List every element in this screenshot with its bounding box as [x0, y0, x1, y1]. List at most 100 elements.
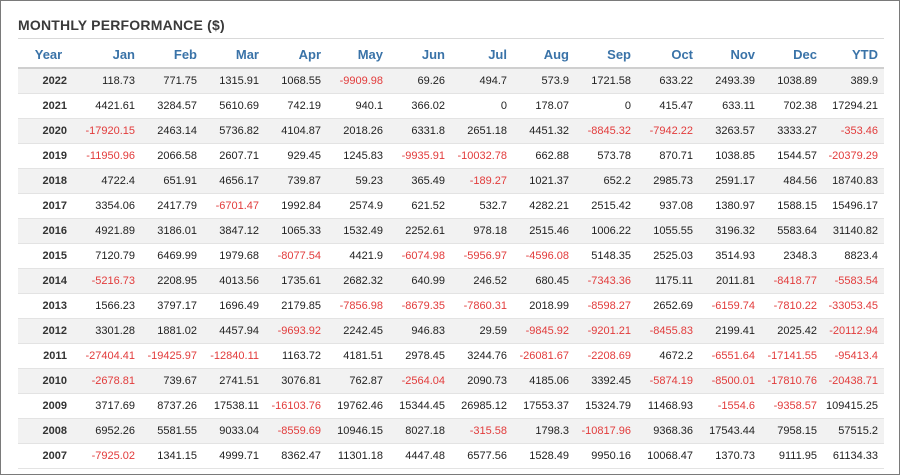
value-cell: 1881.02: [141, 318, 203, 344]
value-cell: 15344.45: [389, 393, 451, 419]
value-cell: -8598.27: [575, 293, 637, 319]
value-cell: 2682.32: [327, 268, 389, 294]
value-cell: 1370.73: [699, 443, 761, 469]
value-cell: 742.19: [265, 93, 327, 119]
value-cell: 2199.41: [699, 318, 761, 344]
value-cell: 2515.46: [513, 218, 575, 244]
value-cell: -1554.6: [699, 393, 761, 419]
value-cell: 2018.26: [327, 118, 389, 144]
value-cell: -8845.32: [575, 118, 637, 144]
value-cell: 680.45: [513, 268, 575, 294]
year-cell: 2017: [18, 193, 79, 219]
value-cell: 2242.45: [327, 318, 389, 344]
value-cell: -27404.41: [79, 343, 141, 369]
value-cell: 3186.01: [141, 218, 203, 244]
value-cell: -6159.74: [699, 293, 761, 319]
value-cell: 3196.32: [699, 218, 761, 244]
value-cell: 1528.49: [513, 443, 575, 469]
value-cell: 2574.9: [327, 193, 389, 219]
table-header-row: Year Jan Feb Mar Apr May Jun Jul Aug Sep Oct Nov Dec…: [18, 42, 884, 69]
value-cell: 3333.27: [761, 118, 823, 144]
value-cell: 2208.95: [141, 268, 203, 294]
value-cell: 246.52: [451, 268, 513, 294]
column-header-feb: Feb: [141, 42, 203, 69]
value-cell: 2066.58: [141, 143, 203, 169]
value-cell: 978.18: [451, 218, 513, 244]
value-cell: 7958.15: [761, 418, 823, 444]
value-cell: 2652.69: [637, 293, 699, 319]
value-cell: 5736.82: [203, 118, 265, 144]
value-cell: 2493.39: [699, 68, 761, 94]
value-cell: 17294.21: [823, 93, 884, 119]
value-cell: -5874.19: [637, 368, 699, 394]
value-cell: 1006.22: [575, 218, 637, 244]
value-cell: -8500.01: [699, 368, 761, 394]
value-cell: -7942.22: [637, 118, 699, 144]
value-cell: -16103.76: [265, 393, 327, 419]
table-row: 2021 4421.61 3284.57 5610.69 742.19 940.1 366.…: [18, 93, 884, 119]
value-cell: 4722.4: [79, 168, 141, 194]
column-header-jan: Jan: [79, 42, 141, 69]
value-cell: 5610.69: [203, 93, 265, 119]
value-cell: 1021.37: [513, 168, 575, 194]
table-row: 2007 -7925.02 1341.15 4999.71 8362.47 11301.1…: [18, 443, 884, 469]
value-cell: -8077.54: [265, 243, 327, 269]
year-cell: 2022: [18, 68, 79, 94]
value-cell: 4185.06: [513, 368, 575, 394]
value-cell: -2564.04: [389, 368, 451, 394]
value-cell: 59.23: [327, 168, 389, 194]
value-cell: -17141.55: [761, 343, 823, 369]
value-cell: 3847.12: [203, 218, 265, 244]
value-cell: 389.9: [823, 68, 884, 94]
value-cell: -19425.97: [141, 343, 203, 369]
value-cell: 2985.73: [637, 168, 699, 194]
value-cell: -6551.64: [699, 343, 761, 369]
value-cell: 19762.46: [327, 393, 389, 419]
value-cell: 3354.06: [79, 193, 141, 219]
value-cell: 15324.79: [575, 393, 637, 419]
value-cell: 1588.15: [761, 193, 823, 219]
value-cell: 109415.25: [823, 393, 884, 419]
value-cell: -5583.54: [823, 268, 884, 294]
value-cell: 4451.32: [513, 118, 575, 144]
value-cell: 662.88: [513, 143, 575, 169]
value-cell: -11950.96: [79, 143, 141, 169]
year-cell: 2019: [18, 143, 79, 169]
value-cell: 17538.11: [203, 393, 265, 419]
year-cell: 2021: [18, 93, 79, 119]
value-cell: -8559.69: [265, 418, 327, 444]
value-cell: 2515.42: [575, 193, 637, 219]
value-cell: -8679.35: [389, 293, 451, 319]
monthly-performance-table: Year Jan Feb Mar Apr May Jun Jul Aug Sep Oct Nov Dec…: [18, 42, 884, 469]
table-body: 2022 118.73 771.75 1315.91 1068.55 -9909.98 69…: [18, 68, 884, 469]
value-cell: 8027.18: [389, 418, 451, 444]
value-cell: -7856.98: [327, 293, 389, 319]
value-cell: 1798.3: [513, 418, 575, 444]
value-cell: 2607.71: [203, 143, 265, 169]
value-cell: 2525.03: [637, 243, 699, 269]
table-row: 2019 -11950.96 2066.58 2607.71 929.45 1245.83…: [18, 143, 884, 169]
value-cell: -8455.83: [637, 318, 699, 344]
value-cell: 4656.17: [203, 168, 265, 194]
value-cell: 365.49: [389, 168, 451, 194]
value-cell: 532.7: [451, 193, 513, 219]
value-cell: 6577.56: [451, 443, 513, 469]
value-cell: 2252.61: [389, 218, 451, 244]
value-cell: 633.11: [699, 93, 761, 119]
value-cell: -9935.91: [389, 143, 451, 169]
value-cell: 9368.36: [637, 418, 699, 444]
table-row: 2012 3301.28 1881.02 4457.94 -9693.92 2242.45…: [18, 318, 884, 344]
column-header-jul: Jul: [451, 42, 513, 69]
value-cell: 652.2: [575, 168, 637, 194]
value-cell: -7810.22: [761, 293, 823, 319]
value-cell: 1532.49: [327, 218, 389, 244]
column-header-aug: Aug: [513, 42, 575, 69]
value-cell: 946.83: [389, 318, 451, 344]
value-cell: -8418.77: [761, 268, 823, 294]
value-cell: 1038.89: [761, 68, 823, 94]
value-cell: 9111.95: [761, 443, 823, 469]
year-cell: 2015: [18, 243, 79, 269]
table-row: 2008 6952.26 5581.55 9033.04 -8559.69 10946.1…: [18, 418, 884, 444]
value-cell: -6074.98: [389, 243, 451, 269]
value-cell: -189.27: [451, 168, 513, 194]
